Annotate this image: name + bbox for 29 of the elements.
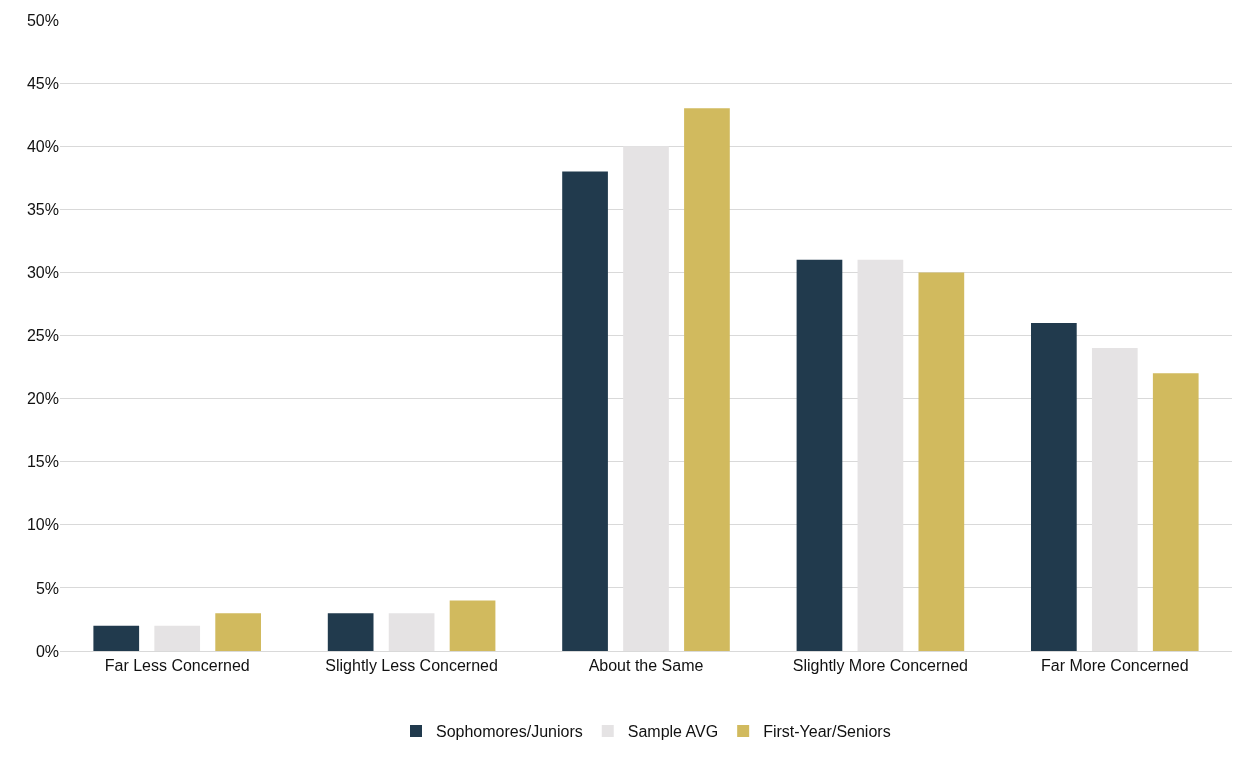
y-tick-label: 20% <box>26 390 59 408</box>
x-tick-label: Slightly Less Concerned <box>325 657 498 675</box>
x-tick-label: Far Less Concerned <box>104 657 250 675</box>
y-tick-label: 45% <box>26 74 59 92</box>
bar <box>562 171 608 651</box>
x-tick-label: About the Same <box>588 657 704 675</box>
y-tick-label: 25% <box>26 327 59 345</box>
y-tick-label: 10% <box>26 516 59 534</box>
legend-label: First-Year/Seniors <box>763 723 891 741</box>
bar <box>93 625 140 651</box>
bar <box>918 272 965 651</box>
bar <box>215 613 261 651</box>
bar <box>327 613 374 651</box>
y-tick-label: 40% <box>26 137 59 155</box>
bar <box>796 259 843 651</box>
bar <box>1031 322 1077 651</box>
y-tick-label: 15% <box>26 453 59 471</box>
y-tick-label: 35% <box>26 200 59 218</box>
y-tick-label: 5% <box>35 579 59 597</box>
bar <box>1152 373 1199 651</box>
x-tick-label: Slightly More Concerned <box>792 657 968 675</box>
x-tick-label: Far More Concerned <box>1040 657 1189 675</box>
y-tick-label: 50% <box>26 11 59 29</box>
bar <box>684 108 730 651</box>
bar <box>449 600 496 651</box>
legend-label: Sophomores/Juniors <box>436 723 583 741</box>
legend-label: Sample AVG <box>627 723 719 741</box>
y-tick-label: 0% <box>35 642 59 660</box>
y-tick-label: 30% <box>26 264 59 281</box>
